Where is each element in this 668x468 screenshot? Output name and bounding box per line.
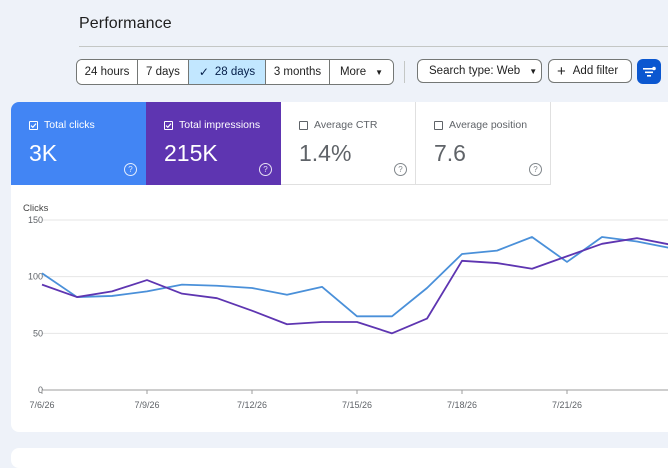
metric-average-ctr[interactable]: Average CTR 1.4% ? <box>281 102 416 185</box>
checkbox-unchecked-icon[interactable] <box>299 121 308 130</box>
metric-average-position[interactable]: Average position 7.6 ? <box>416 102 551 185</box>
range-28-days-label: 28 days <box>214 66 256 78</box>
metric-value: 7.6 <box>434 140 466 166</box>
toolbar-divider <box>404 61 405 83</box>
help-icon[interactable]: ? <box>529 163 542 176</box>
x-tick-label: 7/12/26 <box>237 400 267 410</box>
y-tick-label: 150 <box>28 215 43 225</box>
x-tick-label: 7/6/26 <box>29 400 54 410</box>
more-label: More <box>339 66 367 78</box>
x-tick-label: 7/18/26 <box>447 400 477 410</box>
metric-label: Average CTR <box>314 119 378 131</box>
chart-y-axis-label: Clicks <box>23 203 49 214</box>
series-line-total-impressions[interactable] <box>41 237 668 335</box>
more-ranges-button[interactable]: More ▼ <box>330 60 393 84</box>
metric-value: 1.4% <box>299 140 352 166</box>
x-tick-label: 7/21/26 <box>552 400 582 410</box>
help-icon[interactable]: ? <box>259 163 272 176</box>
add-filter-label: Add filter <box>572 65 619 77</box>
checkmark-icon: ✓ <box>198 65 209 79</box>
performance-panel: Total clicks 3K ? Total impressions 215K… <box>11 102 668 432</box>
metric-value: 215K <box>164 140 218 166</box>
search-type-dropdown[interactable]: Search type: Web ▼ <box>417 59 542 83</box>
x-tick-label: 7/9/26 <box>134 400 159 410</box>
help-icon[interactable]: ? <box>394 163 407 176</box>
dropdown-caret-icon: ▼ <box>529 66 538 76</box>
plus-icon: + <box>557 62 566 80</box>
y-tick-label: 50 <box>33 328 43 338</box>
performance-chart: 0 50 100 150 7/6/26 7/9/26 7/12/26 7/15/26 7/18/… <box>28 215 668 410</box>
range-24-hours-button[interactable]: 24 hours <box>77 60 138 84</box>
add-filter-button[interactable]: + Add filter <box>548 59 632 83</box>
range-3-months-button[interactable]: 3 months <box>266 60 330 84</box>
metric-total-impressions[interactable]: Total impressions 215K ? <box>146 102 281 185</box>
y-tick-label: 100 <box>28 272 43 282</box>
dropdown-caret-icon: ▼ <box>375 67 384 77</box>
page-title: Performance <box>79 15 172 32</box>
metric-label: Total clicks <box>44 119 95 131</box>
metric-label: Total impressions <box>179 119 261 131</box>
filter-list-icon <box>643 66 656 77</box>
title-divider <box>79 46 668 47</box>
checkbox-checked-icon[interactable] <box>29 121 38 130</box>
range-7-days-button[interactable]: 7 days <box>138 60 189 84</box>
filter-settings-button[interactable] <box>637 59 661 84</box>
next-card <box>11 448 668 468</box>
checkbox-checked-icon[interactable] <box>164 121 173 130</box>
y-tick-label: 0 <box>38 385 43 395</box>
date-range-selector: 24 hours 7 days ✓ 28 days 3 months More … <box>76 59 394 85</box>
search-type-label: Search type: Web <box>429 65 521 77</box>
series-line-total-clicks[interactable] <box>41 236 668 318</box>
checkbox-unchecked-icon[interactable] <box>434 121 443 130</box>
metric-total-clicks[interactable]: Total clicks 3K ? <box>11 102 146 185</box>
help-icon[interactable]: ? <box>124 163 137 176</box>
x-tick-label: 7/15/26 <box>342 400 372 410</box>
metric-label: Average position <box>449 119 528 131</box>
range-28-days-button[interactable]: ✓ 28 days <box>189 60 266 84</box>
metric-value: 3K <box>29 140 58 166</box>
